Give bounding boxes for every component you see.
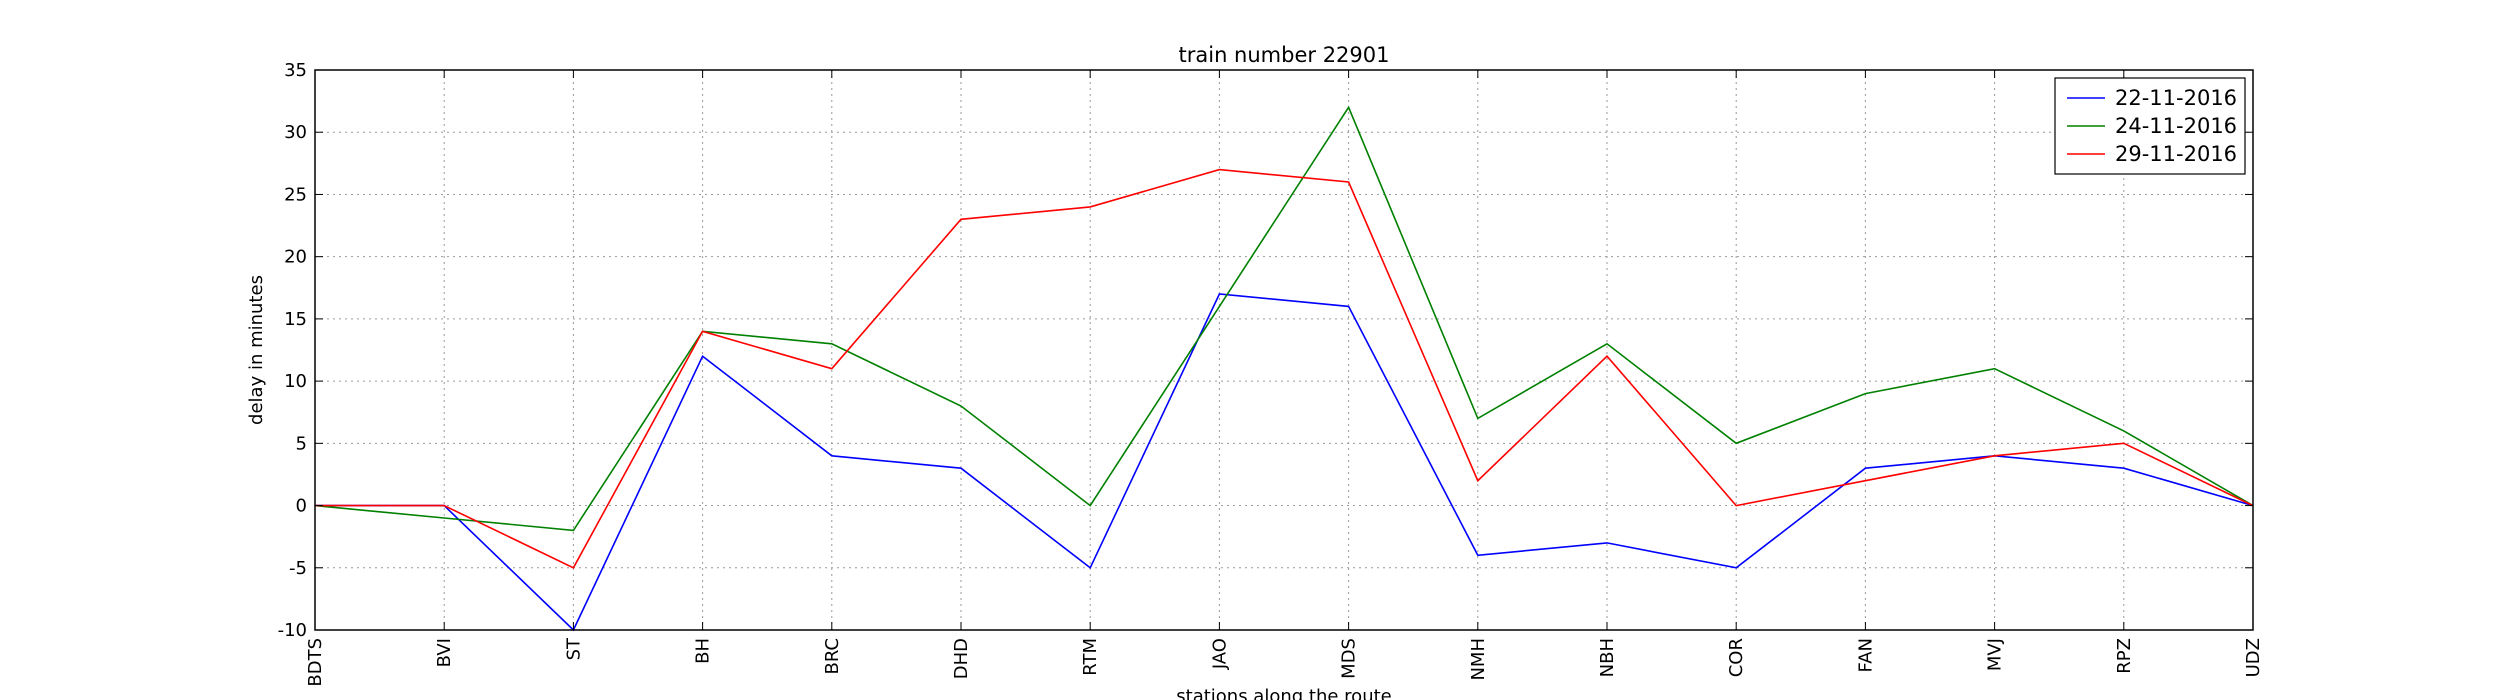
x-tick-label: ST	[563, 637, 584, 660]
y-tick-label: 0	[296, 496, 307, 517]
y-tick-label: 35	[284, 60, 307, 81]
series-line-1	[315, 293, 2254, 632]
legend-label: 29-11-2016	[2115, 142, 2237, 166]
legend-label: 24-11-2016	[2115, 114, 2237, 138]
x-tick-label: BRC	[822, 638, 843, 675]
y-tick-label: 15	[284, 309, 307, 330]
x-tick-label: BH	[693, 638, 714, 664]
grid-lines	[315, 70, 2253, 630]
x-tick-label: NBH	[1597, 638, 1618, 677]
series-line-3	[315, 168, 2254, 569]
y-axis-title: delay in minutes	[246, 275, 267, 425]
y-tick-label: 5	[296, 433, 307, 454]
plot-frame	[314, 69, 2254, 631]
x-tick-label: UDZ	[2243, 638, 2264, 677]
y-tick-label: -5	[289, 558, 307, 579]
series-line-2	[314, 105, 2254, 532]
x-axis-ticks: BDTS BVI ST BH BRC DHD RTM JAO MDS NMH NBH COR FAN MV…	[305, 70, 2264, 687]
x-axis-title: stations along the route	[1176, 686, 1391, 700]
legend-label: 22-11-2016	[2115, 86, 2237, 110]
x-tick-label: COR	[1726, 638, 1747, 677]
series-lines	[314, 105, 2254, 632]
x-tick-label: RTM	[1080, 638, 1101, 676]
x-tick-label: NMH	[1468, 638, 1489, 681]
legend: 22-11-2016 24-11-2016 29-11-2016	[2054, 77, 2246, 175]
x-tick-label: BDTS	[305, 638, 326, 687]
y-tick-label: -10	[278, 620, 307, 641]
x-tick-label: FAN	[1855, 638, 1876, 672]
y-tick-label: 25	[284, 184, 307, 205]
y-tick-label: 30	[284, 122, 307, 143]
x-tick-label: MDS	[1339, 638, 1360, 679]
x-tick-label: RPZ	[2114, 638, 2135, 674]
y-tick-label: 10	[284, 371, 307, 392]
chart-title: train number 22901	[1179, 43, 1390, 67]
y-tick-label: 20	[284, 247, 307, 268]
x-tick-label: BVI	[434, 638, 455, 667]
x-tick-label: MVJ	[1985, 638, 2006, 671]
x-tick-label: JAO	[1209, 638, 1230, 670]
y-axis-ticks: -10 -5 0 5 10 15 20 25 30 35	[278, 60, 2253, 641]
x-tick-label: DHD	[951, 638, 972, 679]
